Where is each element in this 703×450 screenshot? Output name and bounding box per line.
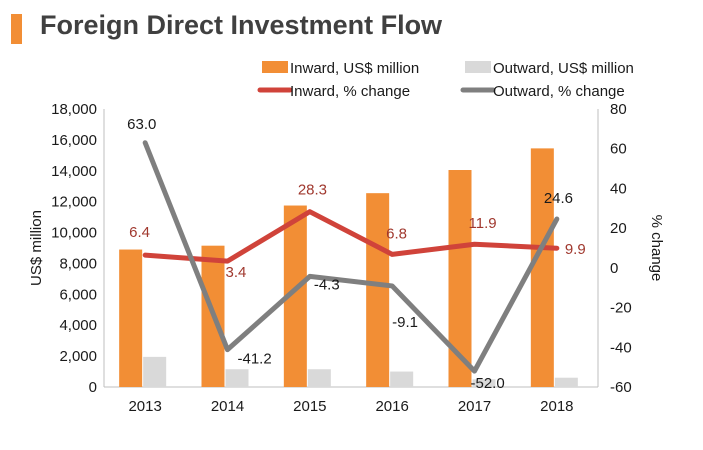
left-tick-label: 10,000 — [51, 225, 97, 242]
data-label-outward-pct: -4.3 — [314, 276, 340, 293]
data-label-outward-pct: -52.0 — [471, 375, 505, 392]
left-tick-label: 8,000 — [59, 255, 97, 272]
x-tick-label: 2015 — [293, 398, 326, 415]
data-label-inward-pct: 6.8 — [386, 225, 407, 242]
data-label-outward-pct: 63.0 — [127, 116, 156, 133]
y-axis-title: US$ million — [28, 210, 45, 286]
x-tick-label: 2017 — [458, 398, 491, 415]
left-tick-label: 18,000 — [51, 101, 97, 118]
page-title: Foreign Direct Investment Flow — [40, 10, 443, 40]
bar-inward — [366, 193, 390, 387]
data-label-inward-pct: 6.4 — [129, 224, 150, 241]
data-label-inward-pct: 3.4 — [226, 264, 247, 281]
bar-outward — [307, 369, 331, 387]
bar-outward — [390, 371, 414, 387]
data-label-outward-pct: -41.2 — [238, 351, 272, 368]
bar-inward — [530, 148, 554, 387]
legend-swatch — [262, 61, 288, 73]
legend-label: Outward, % change — [493, 83, 625, 100]
left-tick-label: 14,000 — [51, 163, 97, 180]
bar-inward — [448, 170, 472, 387]
left-tick-label: 0 — [89, 379, 97, 396]
legend-swatch — [465, 61, 491, 73]
data-label-outward-pct: 24.6 — [544, 190, 573, 207]
x-tick-label: 2016 — [375, 398, 408, 415]
left-tick-label: 6,000 — [59, 286, 97, 303]
legend-label: Inward, % change — [290, 83, 410, 100]
bar-outward — [554, 377, 578, 387]
data-label-outward-pct: -9.1 — [392, 314, 418, 331]
right-tick-label: 20 — [610, 220, 627, 237]
x-tick-label: 2014 — [211, 398, 244, 415]
left-tick-label: 2,000 — [59, 348, 97, 365]
data-label-inward-pct: 9.9 — [565, 241, 586, 258]
legend-label: Inward, US$ million — [290, 60, 419, 77]
right-tick-label: -20 — [610, 300, 632, 317]
bar-outward — [143, 356, 167, 387]
y2-axis-title: % change — [648, 215, 665, 282]
right-tick-label: 0 — [610, 260, 618, 277]
bar-outward — [225, 369, 249, 387]
bar-inward — [283, 205, 307, 387]
x-tick-label: 2018 — [540, 398, 573, 415]
line-outward-pct — [142, 140, 560, 374]
data-label-inward-pct: 28.3 — [298, 182, 327, 199]
left-tick-label: 16,000 — [51, 132, 97, 149]
right-tick-label: 40 — [610, 180, 627, 197]
legend-label: Outward, US$ million — [493, 60, 634, 77]
right-tick-label: 60 — [610, 141, 627, 158]
right-tick-label: -40 — [610, 339, 632, 356]
title-accent-bar — [11, 14, 22, 44]
left-tick-label: 12,000 — [51, 194, 97, 211]
data-label-inward-pct: 11.9 — [469, 215, 497, 232]
bar-outward — [472, 379, 496, 387]
x-tick-label: 2013 — [128, 398, 161, 415]
line-inward-pct — [142, 209, 560, 264]
right-tick-label: 80 — [610, 101, 627, 118]
right-tick-label: -60 — [610, 379, 632, 396]
bar-inward — [119, 249, 143, 387]
left-tick-label: 4,000 — [59, 317, 97, 334]
